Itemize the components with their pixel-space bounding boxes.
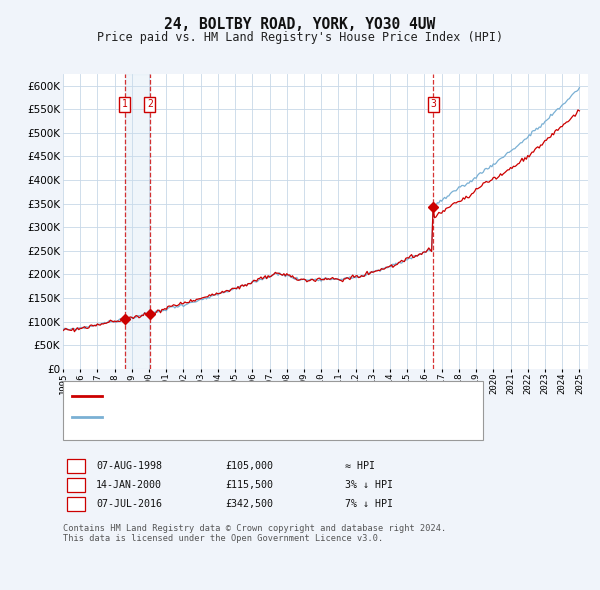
Text: 2: 2	[147, 100, 152, 109]
Text: Price paid vs. HM Land Registry's House Price Index (HPI): Price paid vs. HM Land Registry's House …	[97, 31, 503, 44]
Text: 07-AUG-1998: 07-AUG-1998	[96, 461, 162, 471]
Text: £105,000: £105,000	[225, 461, 273, 471]
Text: 3: 3	[430, 100, 436, 109]
Text: 2: 2	[73, 480, 79, 490]
Text: 3% ↓ HPI: 3% ↓ HPI	[345, 480, 393, 490]
Text: 1: 1	[122, 100, 128, 109]
Text: £342,500: £342,500	[225, 499, 273, 509]
Text: 1: 1	[73, 461, 79, 471]
Text: HPI: Average price, detached house, York: HPI: Average price, detached house, York	[108, 412, 348, 422]
Text: Contains HM Land Registry data © Crown copyright and database right 2024.
This d: Contains HM Land Registry data © Crown c…	[63, 524, 446, 543]
Text: 24, BOLTBY ROAD, YORK, YO30 4UW: 24, BOLTBY ROAD, YORK, YO30 4UW	[164, 17, 436, 31]
Text: ≈ HPI: ≈ HPI	[345, 461, 375, 471]
Text: 3: 3	[73, 499, 79, 509]
Text: 14-JAN-2000: 14-JAN-2000	[96, 480, 162, 490]
Bar	[125, 74, 150, 369]
Text: £115,500: £115,500	[225, 480, 273, 490]
Text: 24, BOLTBY ROAD, YORK, YO30 4UW (detached house): 24, BOLTBY ROAD, YORK, YO30 4UW (detache…	[108, 392, 396, 401]
Text: 7% ↓ HPI: 7% ↓ HPI	[345, 499, 393, 509]
Text: 07-JUL-2016: 07-JUL-2016	[96, 499, 162, 509]
